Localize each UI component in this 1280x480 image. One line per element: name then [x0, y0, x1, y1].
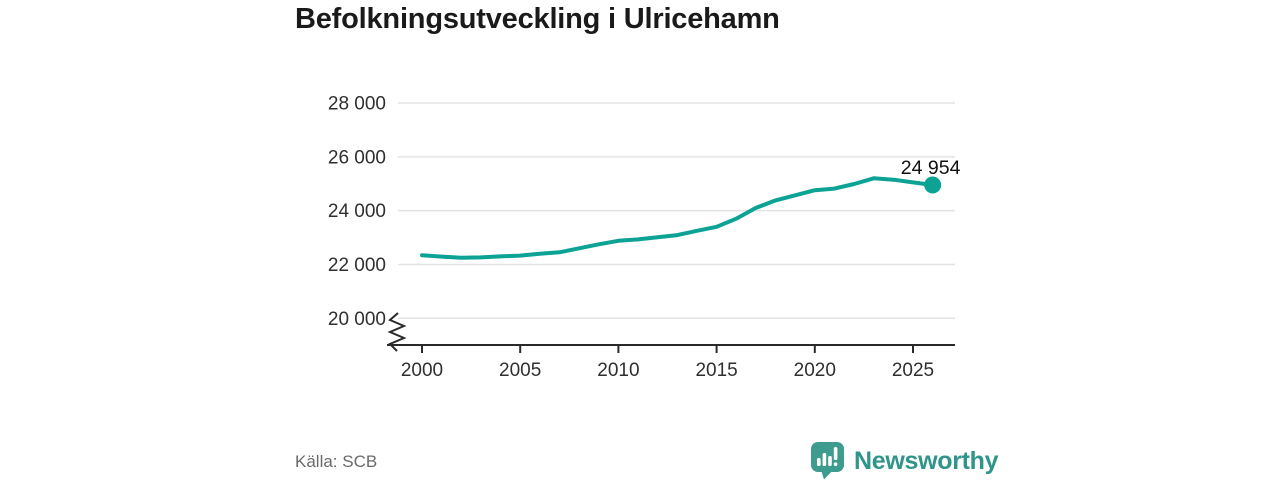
- population-line-chart: 20 000 22 000 24 000 26 000 28 000 2000 2005 20…: [328, 94, 961, 382]
- y-axis-label: 28 000: [328, 94, 386, 115]
- end-value-label: 24 954: [901, 157, 961, 179]
- x-axis-label: 2020: [794, 360, 836, 381]
- x-axis-label: 2005: [499, 360, 541, 381]
- y-axis-label: 24 000: [328, 201, 386, 222]
- x-axis-label: 2015: [695, 360, 737, 381]
- y-axis-label: 22 000: [328, 255, 386, 276]
- source-caption: Källa: SCB: [295, 452, 378, 471]
- y-axis-label: 26 000: [328, 147, 386, 168]
- newsworthy-logo-text: Newsworthy: [854, 446, 999, 475]
- population-line: [420, 176, 935, 260]
- y-axis-label: 20 000: [328, 309, 386, 330]
- x-axis-label: 2025: [892, 360, 934, 381]
- end-point-dot: [924, 176, 942, 194]
- newsworthy-logo-icon: [811, 442, 844, 480]
- x-axis-label: 2010: [597, 360, 639, 381]
- chart-title: Befolkningsutveckling i Ulricehamn: [295, 3, 780, 35]
- newsworthy-logo: Newsworthy: [810, 441, 999, 480]
- x-axis-label: 2000: [401, 360, 443, 381]
- axis-break-zigzag: [387, 312, 407, 352]
